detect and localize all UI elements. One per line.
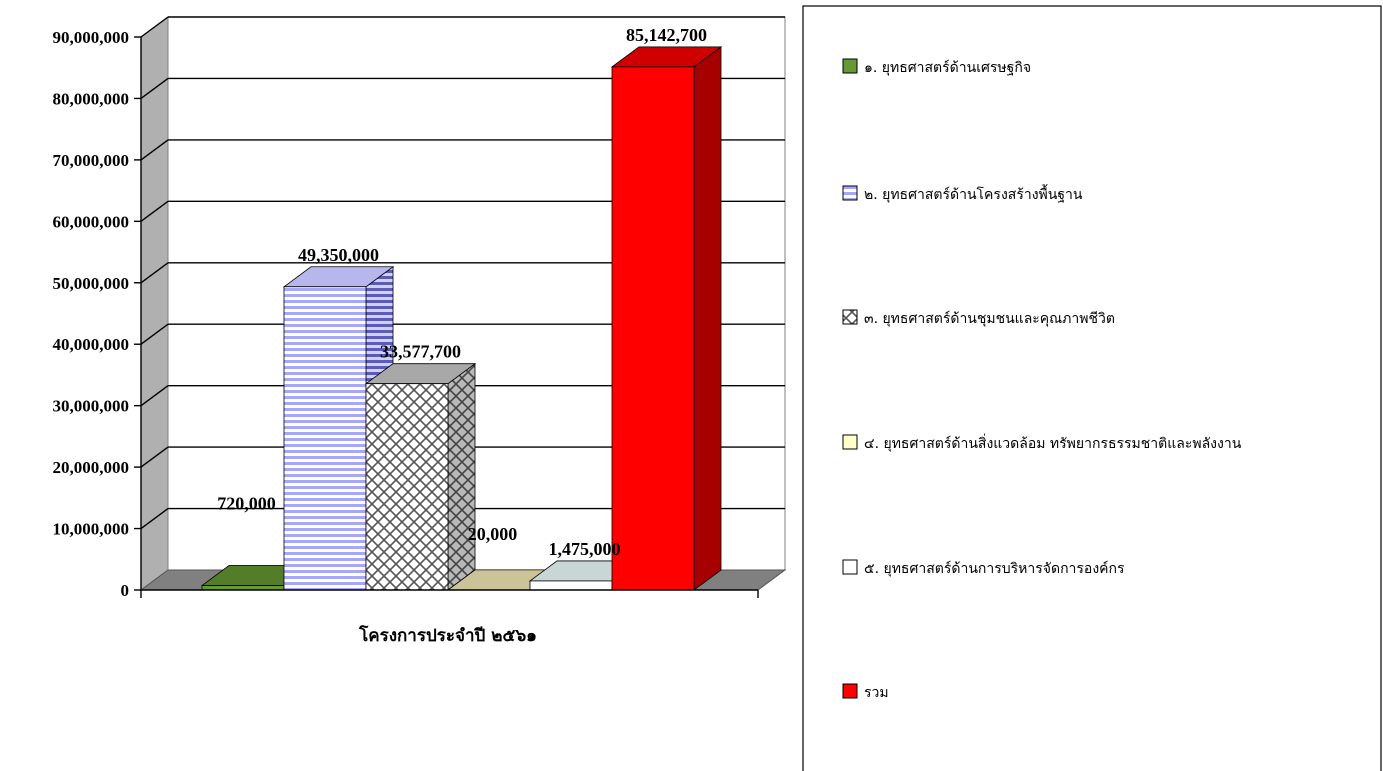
y-axis: 0 10,000,000 20,000,000 30,000,000 40,000,00… [53, 28, 142, 600]
x-axis-label: โครงการประจำปี ๒๕๖๑ [358, 625, 537, 646]
y-tick-label: 30,000,000 [53, 397, 130, 416]
bar-front [611, 66, 695, 591]
bar-front [529, 580, 613, 591]
legend-swatch [842, 309, 858, 325]
value-labels: 720,000 49,350,000 33,577,700 20,000 1,475,0… [217, 25, 707, 559]
bar-side [447, 362, 476, 591]
y-tick-label: 70,000,000 [53, 151, 130, 170]
legend-label: ๒. ยุทธศาสตร์ด้านโครงสร้างพื้นฐาน [864, 184, 1083, 203]
gridline-side [140, 262, 169, 284]
y-tick-label: 50,000,000 [53, 274, 130, 293]
legend-item: รวม [842, 683, 889, 701]
y-tick-label: 80,000,000 [53, 89, 130, 108]
bars [200, 46, 723, 591]
gridline-side [140, 323, 169, 345]
data-label: 85,142,700 [626, 25, 707, 45]
data-label: 1,475,000 [549, 539, 621, 559]
bar-front [283, 286, 367, 591]
data-label: 720,000 [217, 494, 276, 514]
y-tick-label: 40,000,000 [53, 335, 130, 354]
gridline-side [140, 77, 169, 100]
side-wall [140, 16, 169, 591]
legend-label: ๑. ยุทธศาสตร์ด้านเศรษฐกิจ [864, 59, 1031, 76]
y-tick-label: 60,000,000 [53, 212, 130, 231]
y-tick-label: 10,000,000 [53, 520, 130, 539]
legend-swatch [842, 58, 858, 74]
bar-3 [364, 362, 477, 591]
legend-swatch [842, 683, 858, 699]
legend-swatch [842, 559, 858, 575]
data-label: 33,577,700 [380, 342, 461, 362]
y-tick-label: 90,000,000 [53, 28, 130, 47]
gridline-side [140, 139, 169, 161]
legend-item: ๓. ยุทธศาสตร์ด้านชุมชนและคุณภาพชีวิต [842, 309, 1115, 327]
gridline-side [140, 385, 169, 407]
bar-6 [610, 46, 723, 591]
y-tick-label: 0 [121, 581, 130, 600]
legend: ๑. ยุทธศาสตร์ด้านเศรษฐกิจ๒. ยุทธศาสตร์ด้… [802, 5, 1382, 771]
data-label: 20,000 [468, 524, 518, 544]
bar-front [365, 383, 449, 591]
x-axis: โครงการประจำปี ๒๕๖๑ [140, 589, 759, 646]
gridline-side [140, 446, 169, 468]
legend-label: รวม [864, 685, 889, 701]
legend-item: ๔. ยุทธศาสตร์ด้านสิ่งแวดล้อม ทรัพยากรธรร… [842, 434, 1242, 452]
data-label: 49,350,000 [298, 245, 379, 265]
legend-swatch [842, 434, 858, 450]
legend-frame [802, 5, 1382, 771]
gridline-side [140, 16, 169, 38]
legend-item: ๑. ยุทธศาสตร์ด้านเศรษฐกิจ [842, 58, 1031, 76]
y-tick-label: 20,000,000 [53, 458, 130, 477]
gridline-side [140, 507, 169, 530]
bar-side [693, 46, 722, 591]
legend-swatch [842, 185, 858, 201]
legend-item: ๕. ยุทธศาสตร์ด้านการบริหารจัดการองค์กร [842, 559, 1125, 577]
legend-item: ๒. ยุทธศาสตร์ด้านโครงสร้างพื้นฐาน [842, 184, 1083, 203]
legend-label: ๕. ยุทธศาสตร์ด้านการบริหารจัดการองค์กร [864, 560, 1125, 577]
legend-label: ๓. ยุทธศาสตร์ด้านชุมชนและคุณภาพชีวิต [864, 310, 1115, 327]
gridline-side [140, 200, 169, 222]
legend-label: ๔. ยุทธศาสตร์ด้านสิ่งแวดล้อม ทรัพยากรธรร… [864, 434, 1242, 452]
